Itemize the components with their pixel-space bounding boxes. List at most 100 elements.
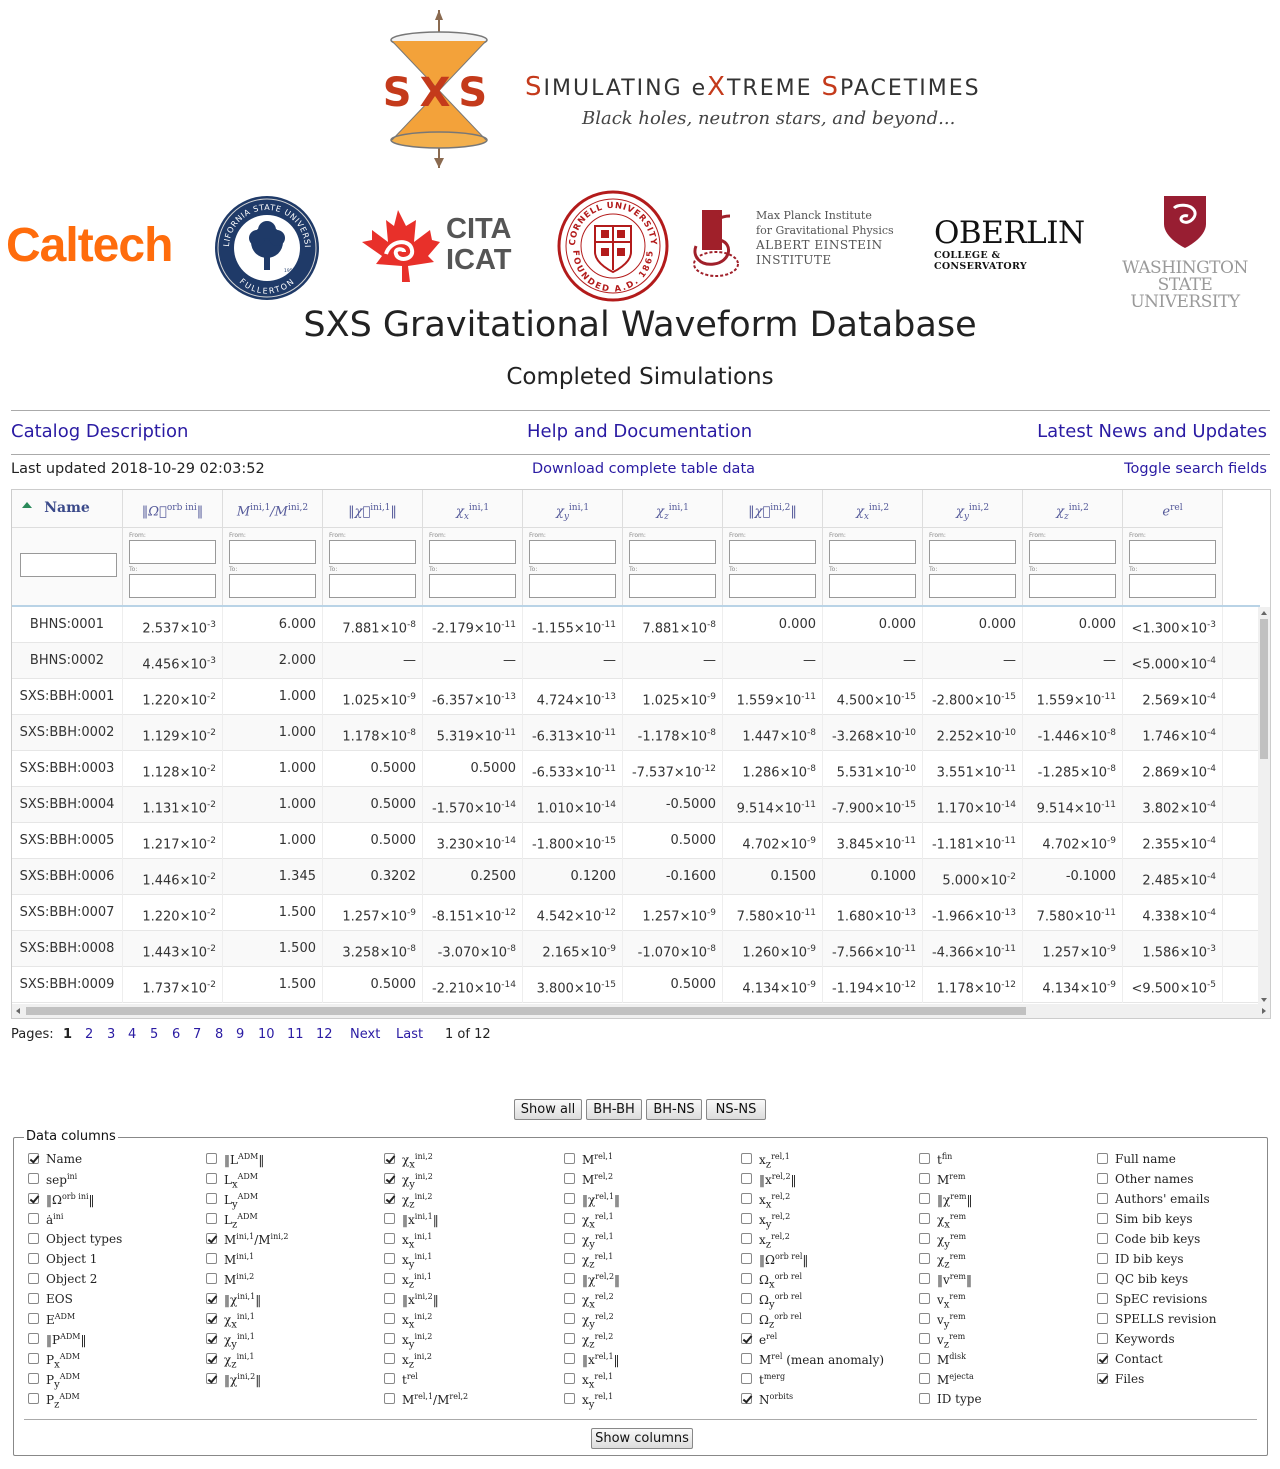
column-checkbox-row[interactable]: ȧini: [28, 1210, 203, 1230]
column-checkbox-row[interactable]: Ωyorb rel: [741, 1290, 916, 1310]
column-checkbox[interactable]: [28, 1353, 39, 1364]
table-row[interactable]: BHNS:0001 2.537×10-3 6.000 7.881×10-8 -2.179…: [12, 607, 1260, 643]
simulation-name-cell[interactable]: SXS:BBH:0002: [12, 715, 123, 751]
column-checkbox-row[interactable]: erel: [741, 1330, 916, 1350]
column-header[interactable]: ‖χ⃗ini,1‖: [323, 490, 423, 527]
column-checkbox-row[interactable]: tmerg: [741, 1370, 916, 1390]
column-checkbox[interactable]: [741, 1313, 752, 1324]
column-checkbox[interactable]: [564, 1213, 575, 1224]
column-checkbox-row[interactable]: χxrem: [919, 1210, 1094, 1230]
column-checkbox[interactable]: [206, 1353, 217, 1364]
column-checkbox[interactable]: [28, 1333, 39, 1344]
column-checkbox-row[interactable]: ‖xrel,1‖: [564, 1350, 739, 1370]
simulation-name-cell[interactable]: SXS:BBH:0004: [12, 787, 123, 823]
column-checkbox-row[interactable]: xyrel,2: [741, 1210, 916, 1230]
page-link[interactable]: 4: [128, 1027, 137, 1042]
column-checkbox-row[interactable]: ‖PADM‖: [28, 1330, 203, 1350]
from-filter-input[interactable]: [1129, 540, 1216, 564]
column-checkbox-row[interactable]: ‖vrem‖: [919, 1270, 1094, 1290]
column-checkbox-row[interactable]: ‖xrel,2‖: [741, 1170, 916, 1190]
column-checkbox[interactable]: [384, 1393, 395, 1404]
simulation-name-cell[interactable]: SXS:BBH:0009: [12, 967, 123, 1003]
column-checkbox-row[interactable]: xxrel,2: [741, 1190, 916, 1210]
column-checkbox[interactable]: [919, 1393, 930, 1404]
column-checkbox-row[interactable]: Mrel,1/Mrel,2: [384, 1390, 559, 1410]
column-checkbox[interactable]: [919, 1233, 930, 1244]
column-checkbox[interactable]: [28, 1313, 39, 1324]
column-checkbox[interactable]: [384, 1373, 395, 1384]
column-checkbox[interactable]: [564, 1153, 575, 1164]
column-header[interactable]: ‖Ω⃗orb ini‖: [123, 490, 223, 527]
simulation-name-cell[interactable]: SXS:BBH:0005: [12, 823, 123, 859]
column-checkbox-row[interactable]: χzrel,1: [564, 1250, 739, 1270]
column-checkbox[interactable]: [384, 1273, 395, 1284]
column-checkbox-row[interactable]: ‖xini,2‖: [384, 1290, 559, 1310]
column-header[interactable]: χyini,2: [923, 490, 1023, 527]
column-checkbox-row[interactable]: Keywords: [1097, 1330, 1272, 1350]
page-link[interactable]: 9: [236, 1027, 245, 1042]
scroll-left-icon[interactable]: [16, 1008, 20, 1014]
column-header[interactable]: χxini,2: [823, 490, 923, 527]
column-checkbox[interactable]: [1097, 1293, 1108, 1304]
column-checkbox-row[interactable]: vzrem: [919, 1330, 1094, 1350]
column-checkbox-row[interactable]: χyini,1: [206, 1330, 381, 1350]
column-checkbox-row[interactable]: PxADM: [28, 1350, 203, 1370]
column-checkbox-row[interactable]: Sim bib keys: [1097, 1210, 1272, 1230]
column-checkbox-row[interactable]: Files: [1097, 1370, 1272, 1390]
column-checkbox-row[interactable]: Authors' emails: [1097, 1190, 1272, 1210]
column-checkbox-row[interactable]: χzini,2: [384, 1190, 559, 1210]
column-checkbox[interactable]: [919, 1313, 930, 1324]
column-checkbox[interactable]: [564, 1313, 575, 1324]
vertical-scroll-thumb[interactable]: [1260, 619, 1268, 759]
column-checkbox[interactable]: [564, 1233, 575, 1244]
table-row[interactable]: SXS:BBH:0001 1.220×10-2 1.000 1.025×10-9 -6.…: [12, 679, 1260, 715]
column-checkbox-row[interactable]: xyini,2: [384, 1330, 559, 1350]
column-checkbox-row[interactable]: ID bib keys: [1097, 1250, 1272, 1270]
table-row[interactable]: SXS:BBH:0005 1.217×10-2 1.000 0.5000 3.230×1…: [12, 823, 1260, 859]
from-filter-input[interactable]: [729, 540, 816, 564]
name-filter-input[interactable]: [20, 553, 117, 577]
column-checkbox[interactable]: [1097, 1233, 1108, 1244]
column-checkbox[interactable]: [206, 1153, 217, 1164]
column-checkbox-row[interactable]: xyini,1: [384, 1250, 559, 1270]
table-row[interactable]: SXS:BBH:0004 1.131×10-2 1.000 0.5000 -1.570×…: [12, 787, 1260, 823]
table-row[interactable]: SXS:BBH:0008 1.443×10-2 1.500 3.258×10-8 -3.…: [12, 931, 1260, 967]
simulation-name-cell[interactable]: SXS:BBH:0007: [12, 895, 123, 931]
column-checkbox[interactable]: [1097, 1213, 1108, 1224]
column-header[interactable]: Mini,1/Mini,2: [223, 490, 323, 527]
to-filter-input[interactable]: [129, 574, 216, 598]
column-checkbox[interactable]: [741, 1293, 752, 1304]
column-checkbox[interactable]: [741, 1233, 752, 1244]
column-checkbox[interactable]: [919, 1273, 930, 1284]
from-filter-input[interactable]: [129, 540, 216, 564]
table-row[interactable]: SXS:BBH:0007 1.220×10-2 1.500 1.257×10-9 -8.…: [12, 895, 1260, 931]
column-checkbox-row[interactable]: xzrel,1: [741, 1150, 916, 1170]
column-checkbox[interactable]: [1097, 1353, 1108, 1364]
download-table-link[interactable]: Download complete table data: [532, 461, 756, 477]
column-header[interactable]: erel: [1123, 490, 1223, 527]
column-checkbox[interactable]: [564, 1273, 575, 1284]
page-link[interactable]: 12: [316, 1027, 333, 1042]
column-checkbox-row[interactable]: xxrel,1: [564, 1370, 739, 1390]
simulation-name-cell[interactable]: SXS:BBH:0001: [12, 679, 123, 715]
column-checkbox[interactable]: [919, 1353, 930, 1364]
column-checkbox-row[interactable]: χxrel,2: [564, 1290, 739, 1310]
column-checkbox[interactable]: [206, 1193, 217, 1204]
to-filter-input[interactable]: [1129, 574, 1216, 598]
column-checkbox[interactable]: [741, 1153, 752, 1164]
column-checkbox[interactable]: [28, 1153, 39, 1164]
simulation-name-cell[interactable]: SXS:BBH:0003: [12, 751, 123, 787]
help-documentation-link[interactable]: Help and Documentation: [527, 421, 753, 442]
column-checkbox[interactable]: [919, 1373, 930, 1384]
toggle-search-fields-link[interactable]: Toggle search fields: [1124, 461, 1267, 477]
column-checkbox-row[interactable]: LxADM: [206, 1170, 381, 1190]
column-checkbox[interactable]: [564, 1193, 575, 1204]
scroll-right-icon[interactable]: [1262, 1008, 1266, 1014]
from-filter-input[interactable]: [929, 540, 1016, 564]
page-link[interactable]: 8: [215, 1027, 224, 1042]
column-checkbox[interactable]: [919, 1333, 930, 1344]
from-filter-input[interactable]: [529, 540, 616, 564]
show-all-button[interactable]: Show all: [514, 1099, 582, 1120]
column-checkbox-row[interactable]: vxrem: [919, 1290, 1094, 1310]
column-checkbox[interactable]: [1097, 1153, 1108, 1164]
